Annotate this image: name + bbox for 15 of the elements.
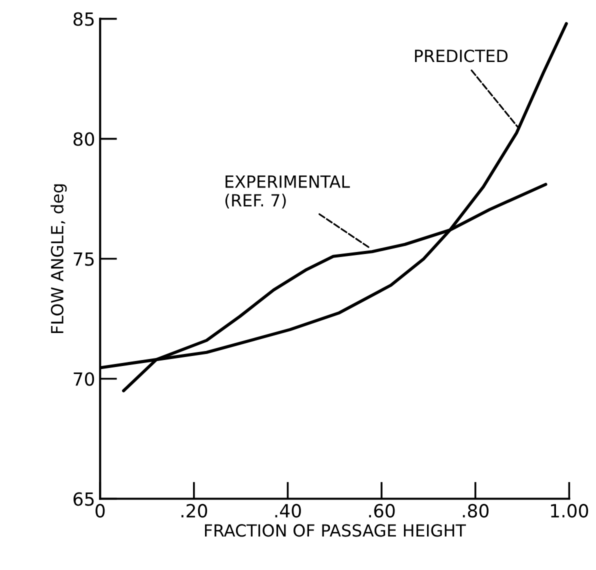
annotation: EXPERIMENTAL (REF. 7)	[225, 176, 350, 209]
y-tick-label: 85	[74, 12, 94, 26]
y-tick-label: 80	[74, 132, 94, 146]
y-tick-label: 70	[74, 372, 94, 386]
x-tick-label: .80	[462, 504, 489, 518]
x-tick-label: 0	[96, 504, 105, 518]
y-tick-label: 75	[74, 252, 94, 266]
x-tick-label: .60	[369, 504, 395, 518]
x-tick-label: .20	[182, 504, 208, 518]
annotation: PREDICTED	[415, 50, 508, 62]
x-axis-title: FRACTION OF PASSAGE HEIGHT	[205, 524, 466, 537]
x-tick-label: .40	[275, 504, 301, 518]
y-axis-title: FLOW ANGLE, deg	[50, 184, 67, 334]
x-tick-label: 1.00	[551, 504, 588, 518]
y-tick-label: 65	[74, 492, 94, 506]
